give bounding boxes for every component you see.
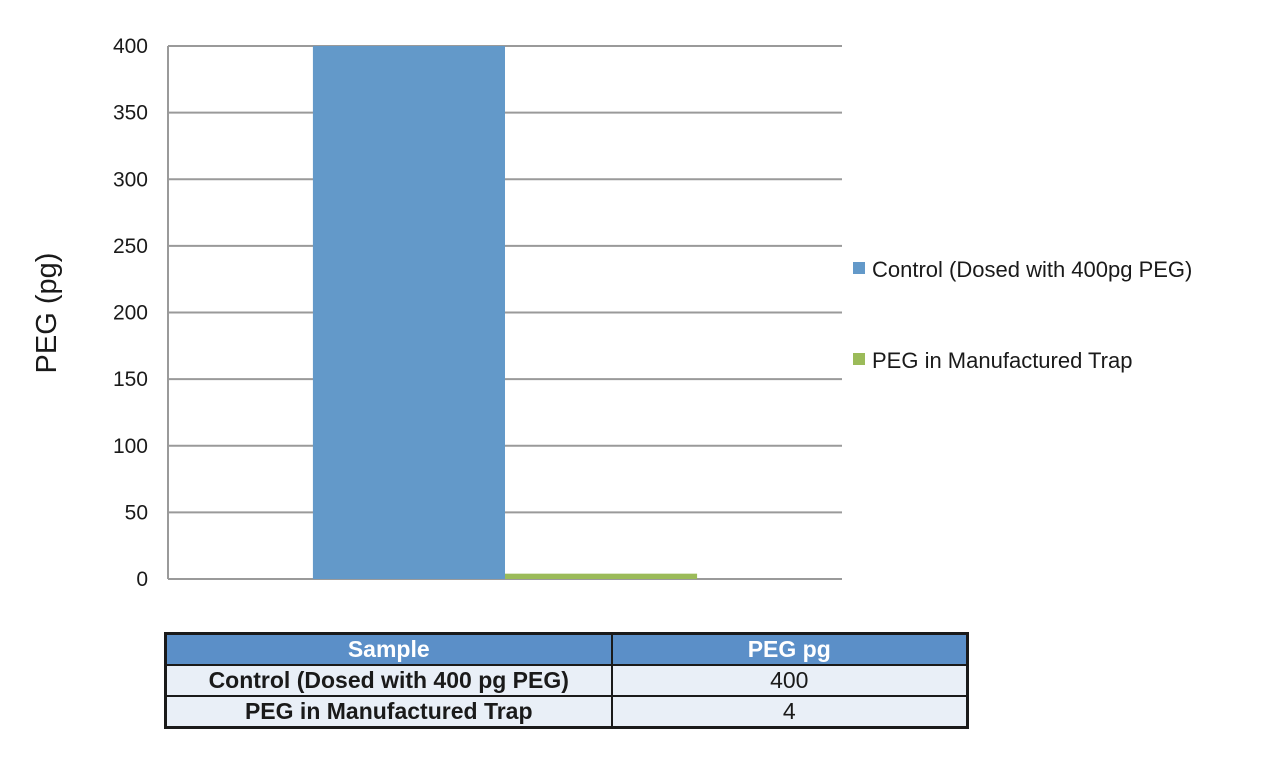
y-axis-ticks: 0 50 100 150 200 250 300 350 400 <box>113 35 148 591</box>
table-row: Control (Dosed with 400 pg PEG) 400 <box>164 664 969 697</box>
table-cell-sample: Control (Dosed with 400 pg PEG) <box>164 664 613 697</box>
y-tick-label: 200 <box>113 302 148 325</box>
table-cell-value: 4 <box>610 695 969 729</box>
summary-table: Sample PEG pg Control (Dosed with 400 pg… <box>164 632 969 729</box>
table-header-row: Sample PEG pg <box>164 632 969 666</box>
y-tick-label: 50 <box>125 501 148 524</box>
y-tick-label: 250 <box>113 235 148 258</box>
y-tick-label: 350 <box>113 102 148 125</box>
y-tick-label: 400 <box>113 35 148 58</box>
table-header-peg-pg: PEG pg <box>610 632 969 666</box>
table-header-sample: Sample <box>164 632 613 666</box>
bars <box>312 46 698 579</box>
legend-swatch <box>853 262 865 274</box>
legend-label: PEG in Manufactured Trap <box>872 348 1132 373</box>
y-tick-label: 100 <box>113 435 148 458</box>
y-tick-label: 300 <box>113 168 148 191</box>
y-tick-label: 0 <box>136 568 148 591</box>
legend-label: Control (Dosed with 400pg PEG) <box>872 257 1192 282</box>
y-axis-label: PEG (pg) <box>31 253 63 374</box>
bar-series-0 <box>312 46 505 579</box>
bar-chart: 0 50 100 150 200 250 300 350 400 PEG (pg) Contro… <box>31 35 1192 591</box>
table-cell-value: 400 <box>610 664 969 697</box>
table-cell-sample: PEG in Manufactured Trap <box>164 695 613 729</box>
legend: Control (Dosed with 400pg PEG) PEG in Man… <box>853 257 1192 373</box>
table-row: PEG in Manufactured Trap 4 <box>164 695 969 729</box>
y-tick-label: 150 <box>113 368 148 391</box>
legend-swatch <box>853 353 865 365</box>
bar-series-1 <box>505 573 698 579</box>
